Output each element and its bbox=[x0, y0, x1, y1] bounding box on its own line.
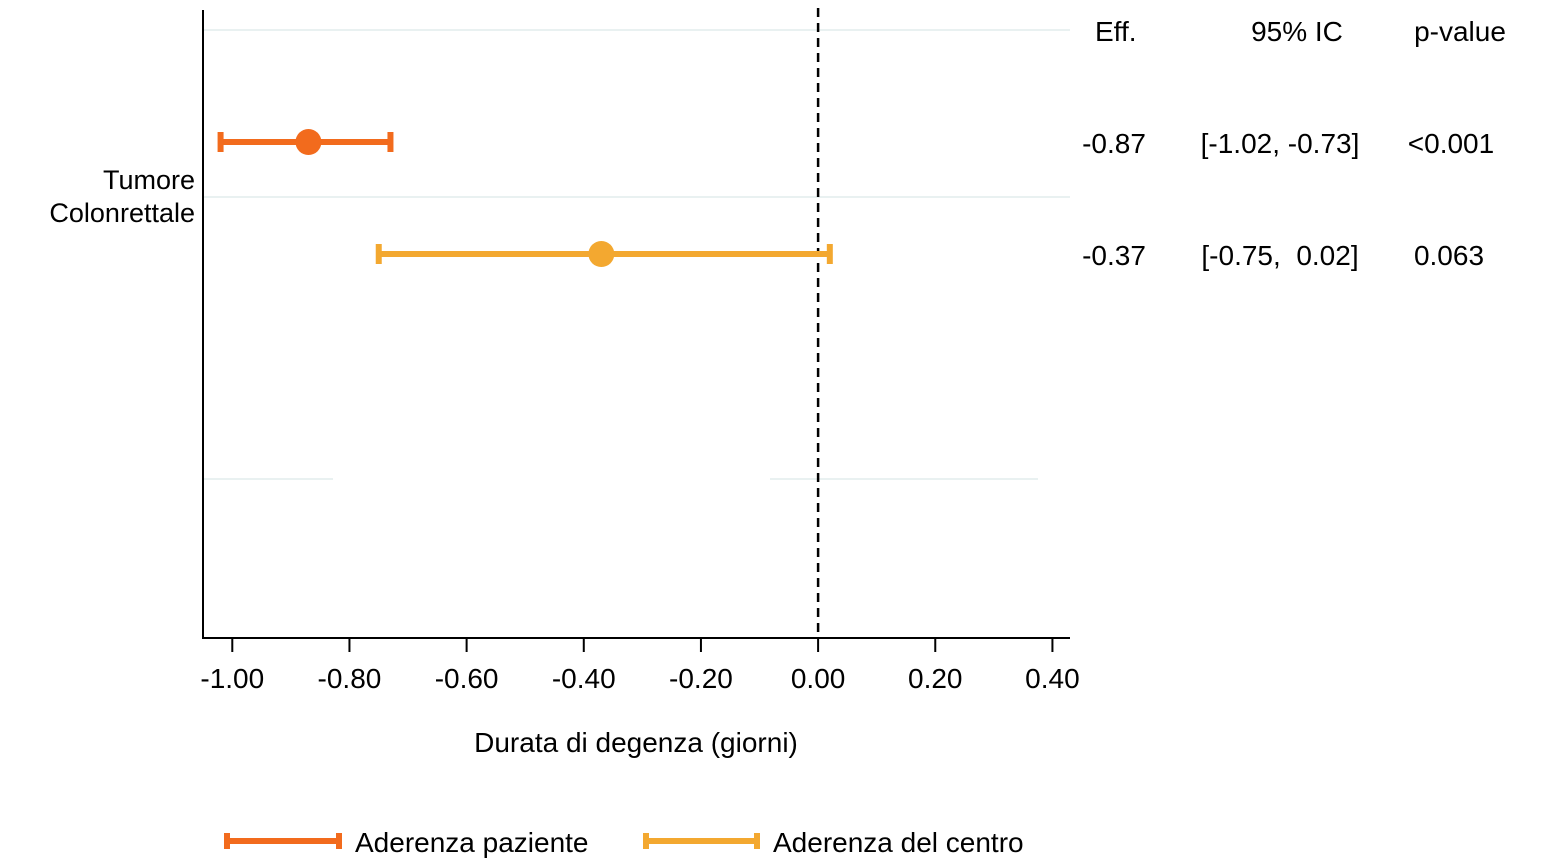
point-estimate bbox=[588, 241, 615, 267]
estimate-1 bbox=[217, 129, 394, 155]
row-2-effect: -0.37 bbox=[1082, 240, 1146, 271]
row-2-ci: [-0.75, 0.02] bbox=[1201, 240, 1358, 271]
x-tick-labels: -1.00 -0.80 -0.60 -0.40 -0.20 0.00 0.20 0.40 bbox=[200, 663, 1079, 694]
group-label-line-2: Colonrettale bbox=[49, 198, 195, 228]
group-label: Tumore Colonrettale bbox=[49, 165, 195, 228]
legend: Aderenza paziente Aderenza del centro bbox=[224, 827, 1024, 858]
legend-item-aderenza-del-centro: Aderenza del centro bbox=[643, 827, 1024, 858]
x-ticks bbox=[231, 638, 1054, 652]
row-1-p: <0.001 bbox=[1408, 128, 1494, 159]
legend-item-aderenza-paziente: Aderenza paziente bbox=[224, 827, 589, 858]
row-1-effect: -0.87 bbox=[1082, 128, 1146, 159]
table-header-ci: 95% IC bbox=[1251, 16, 1343, 47]
x-tick-label: -0.60 bbox=[435, 663, 499, 694]
row-2-p: 0.063 bbox=[1414, 240, 1484, 271]
results-table: Eff. 95% IC p-value -0.87 [-1.02, -0.73]… bbox=[1082, 16, 1506, 271]
x-tick-label: 0.20 bbox=[908, 663, 963, 694]
x-axis-title: Durata di degenza (giorni) bbox=[474, 727, 798, 758]
x-tick-label: -0.80 bbox=[318, 663, 382, 694]
x-tick-label: -0.40 bbox=[552, 663, 616, 694]
x-tick-label: -0.20 bbox=[669, 663, 733, 694]
x-tick-label: 0.40 bbox=[1025, 663, 1080, 694]
group-label-line-1: Tumore bbox=[103, 165, 195, 195]
row-1-ci: [-1.02, -0.73] bbox=[1201, 128, 1360, 159]
grid-lines bbox=[203, 29, 1070, 480]
legend-label-aderenza-paziente: Aderenza paziente bbox=[355, 827, 589, 858]
table-header-effect: Eff. bbox=[1095, 16, 1137, 47]
estimate-marks bbox=[217, 129, 833, 267]
estimate-2 bbox=[375, 241, 833, 267]
x-tick-label: -1.00 bbox=[200, 663, 264, 694]
table-header-p: p-value bbox=[1414, 16, 1506, 47]
legend-label-aderenza-del-centro: Aderenza del centro bbox=[773, 827, 1024, 858]
x-tick-label: 0.00 bbox=[791, 663, 846, 694]
point-estimate bbox=[295, 129, 322, 155]
